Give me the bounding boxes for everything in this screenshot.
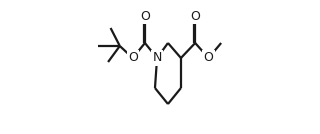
Text: O: O — [140, 10, 150, 23]
Text: O: O — [128, 51, 138, 64]
Text: O: O — [190, 10, 200, 23]
Text: O: O — [204, 51, 213, 64]
Text: N: N — [152, 51, 162, 64]
